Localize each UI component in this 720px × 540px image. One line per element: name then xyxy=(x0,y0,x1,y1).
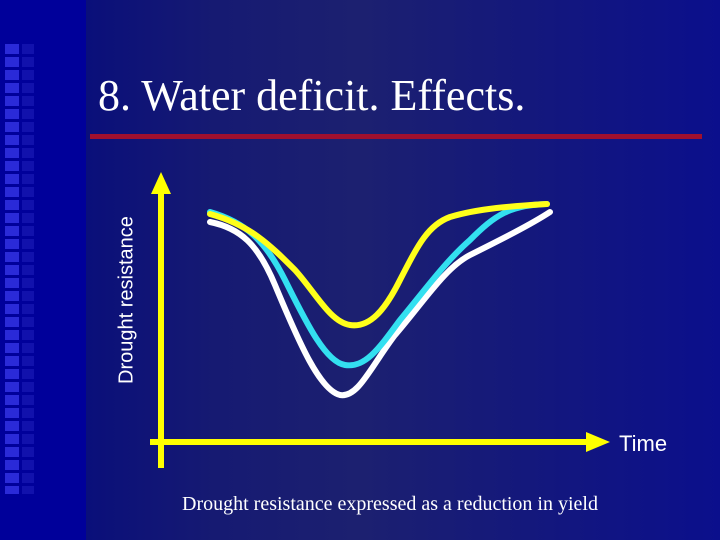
y-axis-label: Drought resistance xyxy=(115,216,138,384)
slide-title: 8. Water deficit. Effects. xyxy=(98,71,526,120)
slide-caption: Drought resistance expressed as a reduct… xyxy=(182,493,598,515)
x-axis-label: Time xyxy=(619,431,668,456)
y-axis-arrowhead xyxy=(151,172,171,194)
white-curve xyxy=(207,209,553,399)
cyan-curve xyxy=(207,201,550,369)
title-underline xyxy=(90,134,702,139)
square-bullets-decoration xyxy=(5,44,19,494)
square-bullets-decoration-secondary xyxy=(22,44,34,494)
yellow-curve xyxy=(207,201,550,329)
x-axis-arrowhead xyxy=(586,432,610,452)
